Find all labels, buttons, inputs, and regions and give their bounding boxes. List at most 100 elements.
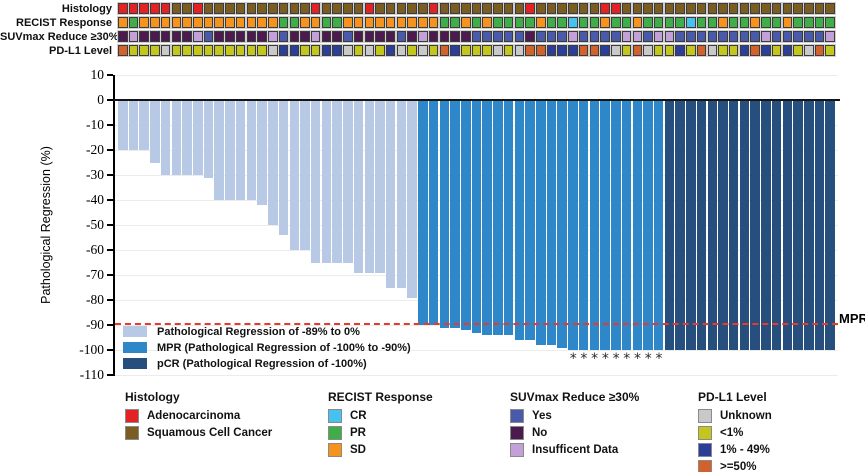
y-axis-tick [107, 299, 113, 301]
bar-mpr [621, 100, 632, 350]
bar-slot [171, 100, 182, 375]
plot-legend-label: MPR (Pathological Regression of -100% to… [157, 341, 411, 354]
bar-pcr [804, 100, 814, 350]
bar-light [214, 100, 224, 200]
track-square-pdl1 [299, 44, 311, 57]
y-tick-label: -70 [86, 267, 104, 282]
track-square-pdl1 [781, 44, 794, 57]
bar-light [128, 100, 139, 150]
bar-light [160, 100, 171, 175]
bar-slot [664, 100, 675, 375]
bar-mpr [482, 100, 492, 335]
zero-baseline [113, 98, 840, 102]
track-square-suvmax [513, 30, 526, 43]
track-square-pdl1 [513, 44, 526, 57]
bar-mpr [546, 100, 557, 345]
track-square-recist [438, 16, 451, 29]
bar-mpr [536, 100, 546, 345]
track-square-suvmax [685, 30, 697, 43]
track-square-pdl1 [427, 44, 440, 57]
track-square-recist [706, 16, 718, 29]
significance-asterisk: * [634, 351, 641, 367]
track-square-histology [524, 2, 536, 15]
y-tick-label: -20 [86, 142, 104, 157]
bar-pcr [793, 100, 803, 350]
track-square-recist [813, 16, 826, 29]
track-square-histology [513, 2, 526, 15]
track-square-recist [224, 16, 236, 29]
legend-item-label: Insufficent Data [532, 443, 619, 456]
track-square-pdl1 [631, 44, 643, 57]
bar-slot [214, 100, 224, 375]
legend-item-label: CR [350, 409, 367, 422]
bar-light [332, 100, 342, 263]
track-square-suvmax [277, 30, 290, 43]
legend-color-square [125, 408, 139, 423]
track-square-pdl1 [588, 44, 601, 57]
track-square-pdl1 [363, 44, 375, 57]
significance-asterisk: * [623, 351, 631, 367]
track-square-suvmax [352, 30, 365, 43]
bar-light [364, 100, 375, 273]
bar-mpr [632, 100, 642, 350]
track-square-pdl1 [213, 44, 225, 57]
track-square-pdl1 [567, 44, 579, 57]
y-tick-label: -80 [86, 292, 104, 307]
track-square-suvmax [824, 30, 836, 43]
bar-light [321, 100, 332, 263]
track-square-suvmax [652, 30, 665, 43]
bar-slot [675, 100, 685, 375]
track-square-recist [417, 16, 429, 29]
track-square-recist [245, 16, 258, 29]
track-square-histology [449, 2, 461, 15]
bar-slot [536, 100, 546, 375]
bar-slot [385, 100, 396, 375]
y-axis-tick [107, 174, 113, 176]
bar-mpr [461, 100, 471, 330]
track-square-suvmax [406, 30, 418, 43]
track-square-histology [470, 2, 483, 15]
track-square-histology [245, 2, 258, 15]
bar-slot [546, 100, 557, 375]
y-axis-tick [107, 324, 113, 326]
y-tick-label: 10 [90, 67, 105, 82]
track-square-pdl1 [460, 44, 472, 57]
plot-legend-item: pCR (Pathological Regression of -100%) [123, 357, 367, 370]
bar-slot [696, 100, 707, 375]
legend-title-pdl1: PD-L1 Level [698, 390, 767, 404]
bar-light [150, 100, 160, 163]
gridline [115, 375, 838, 376]
track-square-suvmax [577, 30, 590, 43]
track-square-suvmax [610, 30, 622, 43]
bar-light [268, 100, 278, 225]
track-square-histology [803, 2, 815, 15]
track-square-recist [524, 16, 536, 29]
bar-light [225, 100, 235, 200]
legend-item-label: PR [350, 426, 366, 439]
legend-color-square [698, 408, 712, 423]
bar-mpr [471, 100, 482, 333]
track-square-histology [438, 2, 451, 15]
legend-group-recist: RECIST Response CR PR SD [328, 390, 433, 460]
track-row-recist [117, 16, 836, 29]
track-label-histology: Histology [61, 3, 112, 15]
track-square-histology [213, 2, 225, 15]
track-square-recist [406, 16, 418, 29]
track-square-suvmax [631, 30, 643, 43]
legend-item-label: SD [350, 443, 366, 456]
track-square-recist [502, 16, 515, 29]
bar-light [300, 100, 310, 250]
track-square-recist [674, 16, 686, 29]
legend-item: SD [328, 442, 433, 457]
legend-group-pdl1: PD-L1 Level Unknown <1% 1% - 49% >=50% [698, 390, 772, 472]
bar-pcr [761, 100, 771, 350]
track-square-histology [427, 2, 440, 15]
legend-item: 1% - 49% [698, 442, 772, 457]
track-square-histology [385, 2, 397, 15]
track-square-histology [202, 2, 215, 15]
bar-slot [503, 100, 514, 375]
legend-item: Squamous Cell Cancer [125, 425, 272, 440]
track-square-histology [642, 2, 654, 15]
y-axis-tick [107, 349, 113, 351]
y-tick-label: -100 [79, 342, 104, 357]
